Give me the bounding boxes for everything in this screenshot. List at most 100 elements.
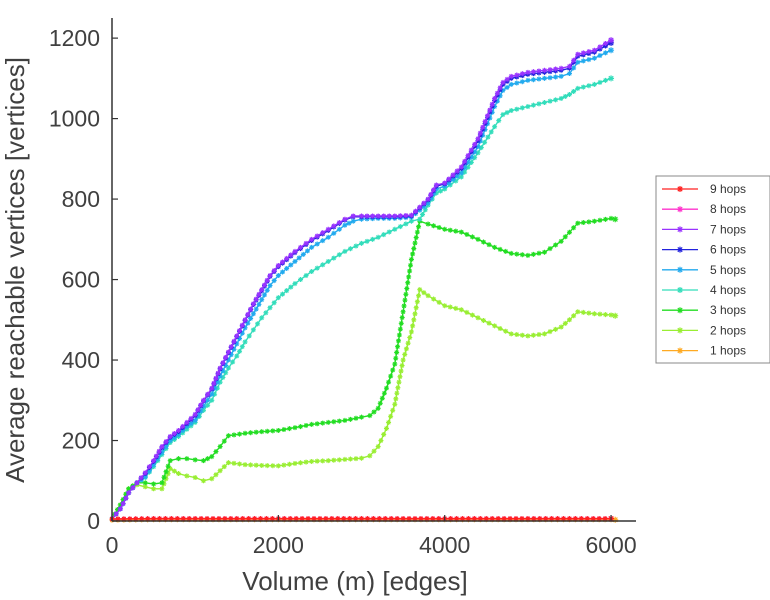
data-point [525,77,531,83]
legend-item: 6 hops [662,243,746,257]
data-point [336,226,342,232]
y-tick-label: 400 [62,347,100,373]
data-point [495,516,501,522]
data-point [530,251,536,257]
data-point [305,516,311,522]
data-point [146,468,152,474]
data-point [501,516,507,522]
data-point [580,309,586,315]
legend-label: 4 hops [710,283,746,297]
data-point [299,516,305,522]
series-line [111,77,612,520]
data-point [562,93,568,99]
data-point [398,368,404,374]
data-point [237,348,243,354]
data-point [288,262,294,268]
data-point [553,97,559,103]
data-point [188,420,194,426]
data-point [519,516,525,522]
data-point [256,291,262,297]
series-7-hops [109,37,615,522]
data-point [123,491,129,497]
data-point [225,433,231,439]
data-point [392,213,398,219]
data-point [549,516,555,522]
series-line [111,217,616,520]
data-point [392,226,398,232]
data-point [163,444,169,450]
data-point [284,265,290,271]
data-point [275,262,281,268]
data-point [487,107,493,113]
data-point [462,158,468,164]
data-point [542,67,548,73]
data-point [234,341,240,347]
data-point [347,246,353,252]
data-point [412,516,418,522]
data-point [245,320,251,326]
data-point [458,174,464,180]
data-point [134,480,140,486]
series-9-hops [109,515,615,522]
data-point [603,50,609,56]
data-point [396,332,402,338]
data-point [123,495,129,501]
data-point [562,234,568,240]
data-point [484,113,490,119]
data-point [242,462,248,468]
data-point [228,352,234,358]
data-point [353,243,359,249]
data-point [403,221,409,227]
data-point [347,516,353,522]
data-point [561,516,567,522]
data-point [377,400,383,406]
data-point [603,312,609,318]
data-point [386,213,392,219]
data-point [547,75,553,81]
data-point [211,380,217,386]
legend-label: 6 hops [710,243,746,257]
series-6-hops [109,39,615,522]
data-point [188,415,194,421]
data-point [536,68,542,74]
data-point [566,71,572,77]
data-point [314,421,320,427]
data-point [298,460,304,466]
data-point [519,79,525,85]
data-point [420,212,426,218]
data-point [209,385,215,391]
data-point [388,413,394,419]
data-point [139,516,145,522]
data-point [424,516,430,522]
data-point [519,252,525,258]
series-line [111,49,612,520]
data-point [462,165,468,171]
data-point [359,414,365,420]
data-point [580,50,586,56]
data-point [205,397,211,403]
data-point [469,234,475,240]
data-point [115,507,121,513]
data-point [248,430,254,436]
data-point [483,516,489,522]
data-point [442,226,448,232]
data-point [586,49,592,55]
data-point [399,315,405,321]
data-point [603,40,609,46]
data-point [284,288,290,294]
data-point [381,390,387,396]
data-point [464,309,470,315]
data-point [497,246,503,252]
data-point [425,221,431,227]
data-point [586,57,592,63]
data-point [234,516,240,522]
data-point [314,241,320,247]
data-point [192,475,198,481]
data-point [198,408,204,414]
legend: 9 hops 8 hops 7 hops 6 hops 5 hops 4 hops 3 ho… [655,175,770,364]
data-point [209,391,215,397]
data-point [195,413,201,419]
data-point [480,124,486,130]
data-point [146,464,152,470]
data-point [126,486,132,492]
